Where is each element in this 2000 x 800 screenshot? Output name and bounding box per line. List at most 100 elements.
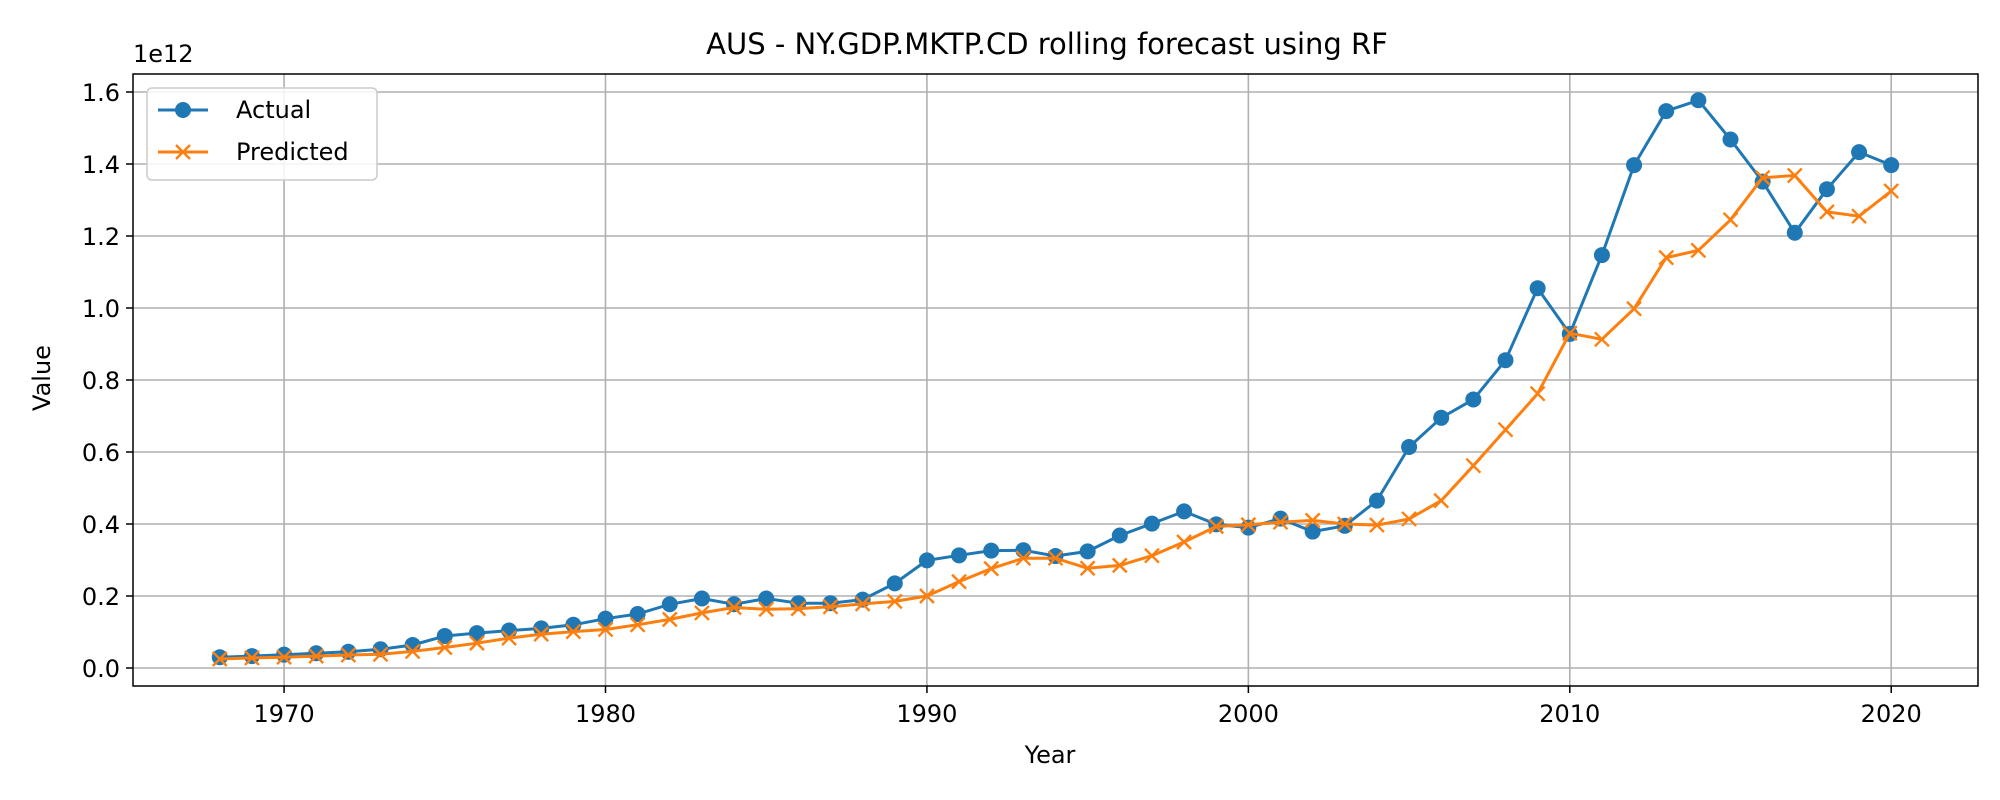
data-point-predicted xyxy=(1336,516,1353,532)
series-line-predicted xyxy=(219,174,1893,661)
data-point-predicted xyxy=(1015,550,1032,567)
data-point-predicted xyxy=(1465,457,1482,474)
data-point-predicted xyxy=(1786,167,1803,184)
data-point-predicted xyxy=(629,616,646,633)
data-point-predicted xyxy=(1529,385,1546,402)
x-tick-label: 1970 xyxy=(254,700,315,728)
y-tick-label: 1.2 xyxy=(82,223,120,251)
data-point-predicted xyxy=(661,611,678,628)
legend: Actual Predicted xyxy=(146,87,378,181)
data-point-actual xyxy=(1015,542,1032,559)
data-point-actual xyxy=(1690,92,1707,109)
data-point-actual xyxy=(436,627,453,644)
data-point-actual xyxy=(758,590,775,607)
x-tick-label: 1980 xyxy=(575,700,636,728)
grid-lines xyxy=(133,74,1978,686)
data-point-predicted xyxy=(244,650,260,666)
series-layer xyxy=(211,92,1900,667)
y-tick-label: 1.6 xyxy=(82,79,120,107)
data-point-predicted xyxy=(726,599,742,616)
data-point-actual xyxy=(951,547,968,564)
data-point-actual xyxy=(822,595,839,612)
x-tick-label: 2010 xyxy=(1539,700,1600,728)
data-point-actual xyxy=(1272,510,1289,527)
legend-label-actual: Actual xyxy=(236,96,311,124)
data-point-predicted xyxy=(1819,204,1835,220)
data-point-predicted xyxy=(436,639,453,656)
data-point-predicted xyxy=(1754,169,1771,186)
data-point-predicted xyxy=(211,651,228,667)
data-point-actual xyxy=(1529,280,1546,297)
data-point-actual xyxy=(1111,527,1128,544)
data-point-predicted xyxy=(533,626,550,643)
data-point-actual xyxy=(597,610,614,627)
data-point-actual xyxy=(629,606,646,622)
data-point-predicted xyxy=(1176,534,1192,550)
data-point-predicted xyxy=(1144,547,1160,564)
data-point-predicted xyxy=(1690,242,1707,259)
data-point-predicted xyxy=(1433,492,1450,509)
y-axis-label: Value xyxy=(28,345,56,411)
data-point-predicted xyxy=(1401,511,1417,527)
data-point-predicted xyxy=(694,605,710,621)
data-point-predicted xyxy=(308,648,325,664)
data-point-predicted xyxy=(1111,557,1128,574)
data-point-predicted xyxy=(404,643,421,660)
chart-title: AUS - NY.GDP.MKTP.CD rolling forecast us… xyxy=(706,27,1388,61)
data-point-predicted xyxy=(951,573,967,590)
y-tick-label: 0.6 xyxy=(82,439,120,467)
data-point-actual xyxy=(1047,548,1064,565)
data-point-actual xyxy=(1079,543,1096,560)
data-point-predicted xyxy=(1851,208,1867,225)
data-point-predicted xyxy=(372,646,389,663)
data-point-predicted xyxy=(1561,325,1578,342)
data-point-predicted xyxy=(1369,517,1385,533)
data-point-predicted xyxy=(1272,514,1289,531)
data-point-actual xyxy=(340,643,357,660)
x-tick-label: 1990 xyxy=(896,700,957,728)
data-point-actual xyxy=(918,552,935,569)
data-point-actual xyxy=(1304,523,1321,540)
data-point-actual xyxy=(211,649,228,666)
data-point-predicted xyxy=(565,623,582,640)
data-point-predicted xyxy=(1240,516,1257,533)
axis-ticks: 1970 1980 1990 2000 2010 2020 0.0 0.2 0.4 0.6 0.8 1… xyxy=(82,79,1922,728)
y-tick-label: 1.4 xyxy=(82,151,120,179)
data-point-actual xyxy=(308,645,325,662)
data-point-predicted xyxy=(276,649,292,666)
legend-predicted-marker xyxy=(175,144,191,160)
data-point-predicted xyxy=(758,601,775,618)
data-point-predicted xyxy=(1722,211,1739,228)
data-point-actual xyxy=(1240,519,1257,536)
data-point-actual xyxy=(1336,517,1353,534)
data-point-actual xyxy=(1465,391,1482,408)
data-point-predicted xyxy=(1594,331,1610,348)
y-offset-label: 1e12 xyxy=(133,40,194,68)
data-point-predicted xyxy=(822,598,839,615)
data-point-actual xyxy=(1818,181,1835,198)
data-point-predicted xyxy=(1883,183,1900,199)
data-point-predicted xyxy=(1626,300,1642,317)
data-point-actual xyxy=(1176,503,1193,520)
data-point-predicted xyxy=(469,635,485,652)
data-point-predicted xyxy=(983,560,1000,577)
data-point-actual xyxy=(1401,438,1418,455)
data-point-actual xyxy=(1626,157,1643,174)
data-point-actual xyxy=(1786,224,1803,241)
data-point-actual xyxy=(1497,352,1514,369)
data-point-predicted xyxy=(854,596,871,612)
data-point-predicted xyxy=(919,588,935,604)
y-tick-label: 0.4 xyxy=(82,511,120,539)
y-tick-label: 0.0 xyxy=(82,655,120,683)
data-point-actual xyxy=(1593,247,1610,264)
x-axis-label: Year xyxy=(1024,741,1076,769)
data-point-actual xyxy=(276,646,293,663)
data-point-actual xyxy=(693,590,710,607)
data-point-actual xyxy=(468,625,485,642)
legend-actual-marker xyxy=(175,102,191,118)
data-point-predicted xyxy=(1079,560,1096,577)
data-point-actual xyxy=(1851,144,1868,161)
data-point-actual xyxy=(1433,409,1450,426)
data-point-actual xyxy=(1143,515,1160,532)
